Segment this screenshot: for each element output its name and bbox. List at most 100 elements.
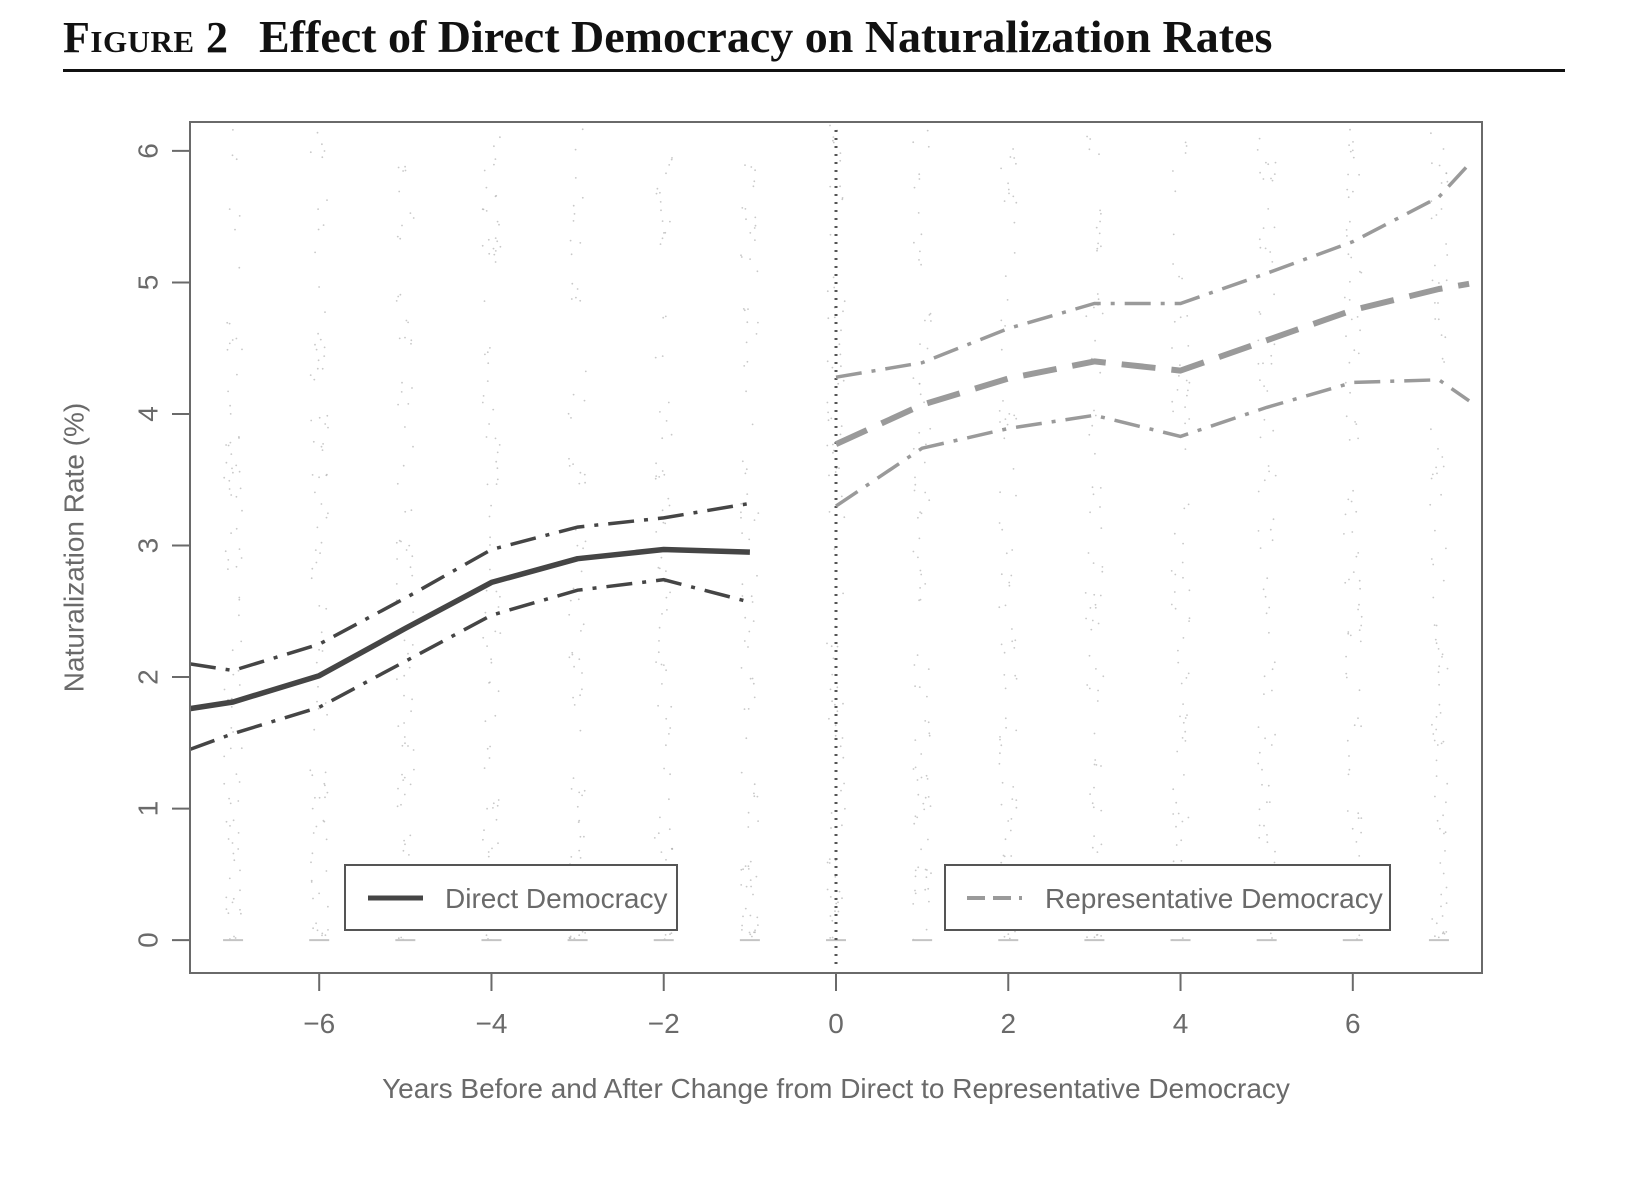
scatter-point (1174, 190, 1177, 193)
scatter-point (922, 802, 925, 805)
scatter-point (1015, 494, 1017, 497)
scatter-point (325, 870, 328, 872)
scatter-point (1003, 200, 1006, 203)
scatter-point (753, 931, 755, 934)
scatter-point (1004, 325, 1006, 327)
scatter-point (1013, 647, 1016, 649)
scatter-point (1274, 733, 1276, 736)
scatter-point (1344, 581, 1347, 584)
scatter-point (326, 791, 329, 794)
scatter-point (756, 916, 759, 919)
scatter-point (492, 802, 495, 805)
scatter-point (495, 818, 498, 821)
scatter-point (743, 365, 746, 367)
scatter-point (827, 411, 829, 414)
scatter-point (1267, 163, 1270, 166)
scatter-point (1437, 302, 1439, 304)
scatter-point (1003, 437, 1006, 440)
scatter-point (1436, 744, 1439, 746)
scatter-point (315, 922, 317, 925)
scatter-point (912, 447, 915, 450)
scatter-point (1179, 715, 1181, 718)
scatter-point (1434, 302, 1436, 304)
scatter-point (668, 733, 670, 735)
scatter-point (578, 849, 581, 852)
scatter-point (1435, 728, 1438, 731)
scatter-point (1345, 655, 1347, 658)
scatter-point (410, 342, 412, 345)
scatter-point (403, 694, 405, 697)
scatter-point (1182, 637, 1185, 639)
scatter-point (312, 832, 315, 834)
scatter-point (1187, 345, 1190, 347)
scatter-point (230, 494, 233, 496)
scatter-point (661, 355, 664, 357)
scatter-point (320, 503, 323, 505)
scatter-point (1435, 466, 1437, 469)
scatter-point (919, 598, 922, 601)
scatter-point (401, 773, 403, 776)
scatter-point (1348, 299, 1351, 301)
scatter-point (408, 544, 411, 547)
scatter-point (412, 611, 415, 613)
scatter-point (668, 828, 671, 831)
scatter-point (316, 929, 319, 932)
scatter-point (482, 636, 485, 639)
scatter-point (1099, 209, 1101, 212)
scatter-point (579, 857, 582, 859)
scatter-point (1435, 624, 1438, 627)
scatter-point (228, 797, 231, 800)
scatter-point (1440, 334, 1443, 336)
scatter-point (742, 915, 744, 918)
y-tick-label: 6 (133, 143, 164, 159)
scatter-point (926, 347, 929, 350)
scatter-point (232, 471, 234, 474)
scatter-point (1186, 315, 1189, 317)
scatter-point (664, 315, 667, 318)
scatter-point (1088, 433, 1091, 436)
scatter-point (1179, 316, 1182, 319)
scatter-point (913, 822, 916, 825)
scatter-point (318, 892, 320, 895)
scatter-point (486, 645, 488, 647)
scatter-point (578, 791, 581, 794)
scatter-point (657, 651, 660, 654)
scatter-point (663, 232, 665, 234)
scatter-point (577, 821, 580, 823)
scatter-point (1172, 813, 1175, 815)
scatter-point (1259, 379, 1261, 381)
scatter-point (746, 360, 749, 363)
scatter-point (487, 362, 490, 365)
scatter-point (926, 778, 929, 780)
scatter-point (914, 739, 917, 741)
scatter-point (400, 936, 403, 939)
scatter-point (1437, 448, 1439, 450)
scatter-point (485, 186, 488, 189)
scatter-point (1360, 725, 1362, 728)
scatter-point (317, 707, 320, 710)
scatter-point (1170, 603, 1173, 606)
scatter-point (410, 509, 413, 512)
scatter-point (396, 558, 398, 560)
scatter-point (831, 919, 834, 922)
scatter-point (1346, 235, 1348, 237)
scatter-point (494, 261, 497, 263)
scatter-point (668, 504, 671, 507)
scatter-point (830, 645, 833, 648)
scatter-point (487, 855, 490, 858)
scatter-point (656, 187, 659, 190)
scatter-point (233, 859, 236, 862)
y-axis-label: Naturalization Rate (%) (59, 403, 90, 692)
scatter-point (401, 381, 403, 384)
scatter-point (1265, 161, 1267, 164)
scatter-point (671, 157, 673, 159)
scatter-point (1085, 315, 1088, 318)
scatter-point (238, 266, 241, 269)
scatter-point (1357, 352, 1360, 355)
scatter-point (1442, 740, 1445, 743)
scatter-point (1102, 675, 1105, 678)
scatter-point (403, 722, 405, 724)
scatter-point (1345, 672, 1348, 675)
scatter-point (1007, 182, 1009, 185)
scatter-point (1087, 552, 1090, 554)
